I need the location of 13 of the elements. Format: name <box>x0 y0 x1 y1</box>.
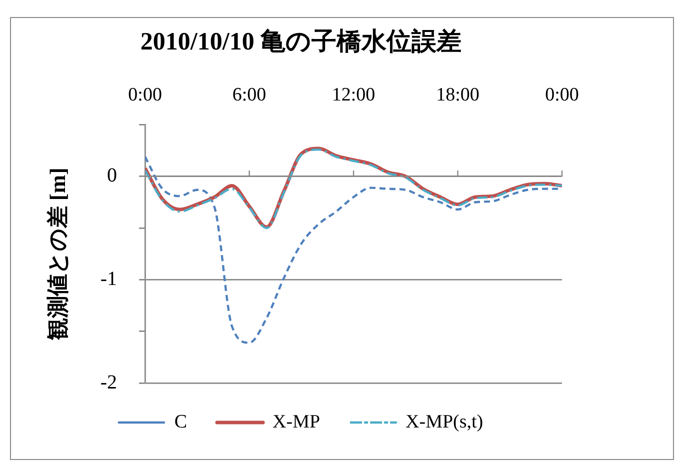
x-tick-label: 0:00 <box>545 84 579 106</box>
legend-label: X-MP <box>272 411 320 432</box>
legend-label: C <box>174 411 188 432</box>
y-tick-label: -1 <box>100 268 118 290</box>
y-axis-title: 観測値との差 [m] <box>44 168 70 342</box>
chart-title: 2010/10/10 亀の子橋水位誤差 <box>140 27 462 56</box>
x-tick-label: 0:00 <box>128 84 162 106</box>
x-tick-label: 12:00 <box>332 84 376 106</box>
legend-label: X-MP(s,t) <box>406 411 484 432</box>
x-tick-label: 18:00 <box>436 84 480 106</box>
y-tick-label: -2 <box>100 371 118 394</box>
x-tick-label: 6:00 <box>232 84 266 106</box>
y-tick-label: 0 <box>107 164 118 187</box>
